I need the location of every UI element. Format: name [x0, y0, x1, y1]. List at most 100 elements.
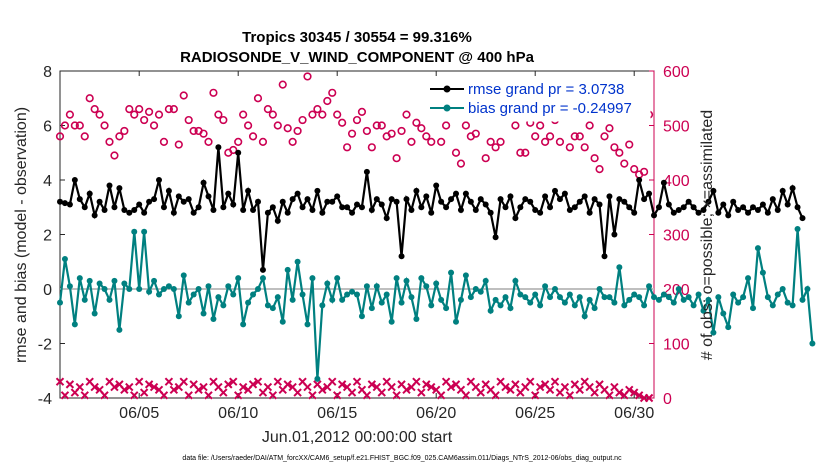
rmse-point [566, 206, 573, 213]
rmse-point [448, 196, 455, 203]
obs-possible-point [570, 132, 579, 141]
rmse-point [309, 206, 316, 213]
bias-point [423, 283, 430, 290]
y-tick-label-right: 500 [663, 119, 690, 136]
obs-possible-point [100, 121, 109, 130]
bias-point [631, 291, 638, 298]
bias-point [502, 294, 509, 301]
obs-possible-point [318, 110, 327, 119]
obs-possible-point [219, 115, 228, 125]
obs-possible-point [357, 107, 367, 116]
bias-point [106, 296, 113, 303]
bias-point [289, 296, 296, 303]
obs-possible-point [565, 143, 574, 152]
rmse-point [334, 193, 341, 200]
bias-point [141, 228, 148, 235]
bias-point [626, 296, 633, 303]
obs-possible-point [387, 129, 396, 138]
obs-assimilated-point [273, 377, 283, 386]
obs-possible-point [298, 115, 307, 125]
obs-possible-point [65, 110, 74, 119]
bias-point [413, 315, 420, 322]
obs-possible-point [90, 105, 99, 114]
bias-point [408, 294, 415, 301]
rmse-point [670, 209, 677, 216]
bias-point [393, 275, 400, 282]
obs-possible-point [605, 124, 614, 133]
obs-possible-point [367, 143, 376, 152]
obs-possible-point [248, 132, 258, 141]
bias-point [126, 286, 133, 292]
bias-point [651, 294, 657, 301]
obs-assimilated-point [530, 391, 540, 400]
y-tick-label-left: 4 [43, 173, 52, 190]
obs-possible-point [402, 110, 411, 119]
bias-point [467, 294, 474, 301]
bias-point [561, 299, 568, 306]
bias-point [146, 288, 153, 295]
y-tick-label-right: 300 [663, 228, 690, 245]
obs-possible-point [293, 126, 302, 136]
bias-point [700, 307, 707, 314]
rmse-point [190, 209, 197, 216]
bias-point [542, 283, 549, 290]
bias-point [131, 228, 138, 235]
bias-point [240, 321, 247, 328]
obs-assimilated-point [605, 391, 614, 400]
rmse-point [66, 201, 73, 208]
rmse-point [319, 209, 326, 216]
obs-assimilated-point [476, 388, 485, 397]
rmse-point [299, 204, 306, 211]
obs-assimilated-point [229, 377, 238, 386]
rmse-point [264, 209, 271, 216]
rmse-point [433, 182, 440, 189]
y-tick-label-right: 400 [663, 173, 690, 190]
obs-assimilated-point [125, 382, 134, 392]
obs-possible-point [105, 137, 114, 146]
bias-point [205, 283, 212, 290]
obs-assimilated-point [625, 385, 634, 395]
bias-point [453, 318, 459, 325]
obs-assimilated-point [100, 391, 109, 400]
rmse-point [170, 209, 177, 216]
y-tick-label-left: -4 [38, 391, 52, 408]
bias-point [532, 291, 539, 298]
obs-possible-point [258, 137, 268, 146]
obs-assimilated-point [417, 388, 426, 397]
obs-possible-point [545, 132, 555, 141]
bias-point [680, 296, 687, 303]
rmse-point [116, 185, 123, 192]
rmse-point [571, 204, 578, 211]
bias-point [299, 291, 306, 298]
bias-point [754, 245, 761, 252]
obs-possible-point [263, 105, 273, 114]
obs-possible-point [214, 110, 223, 119]
rmse-point [527, 198, 534, 205]
obs-assimilated-point [511, 380, 520, 389]
obs-assimilated-point [110, 382, 119, 392]
bias-point [482, 277, 489, 284]
obs-possible-point [456, 159, 466, 168]
bias-point [745, 275, 752, 282]
obs-possible-point [140, 115, 149, 125]
obs-possible-point [110, 151, 119, 160]
rmse-point [542, 193, 549, 200]
x-tick-label: 06/30 [614, 405, 654, 422]
x-tick-label: 06/20 [416, 405, 456, 422]
bias-point [200, 310, 207, 317]
obs-assimilated-point [134, 377, 144, 386]
bias-point [581, 313, 588, 320]
obs-assimilated-point [248, 380, 258, 389]
obs-assimilated-point [328, 377, 337, 386]
bias-point [210, 315, 217, 322]
bias-point [730, 291, 737, 298]
y-tick-label-right: 0 [663, 391, 672, 408]
rmse-point [344, 204, 351, 211]
obs-possible-point [496, 137, 505, 146]
bias-point [314, 375, 321, 382]
rmse-point [443, 204, 450, 211]
rmse-point [552, 187, 558, 194]
obs-assimilated-point [590, 388, 599, 397]
bias-point [784, 299, 791, 306]
rmse-point [91, 212, 98, 219]
